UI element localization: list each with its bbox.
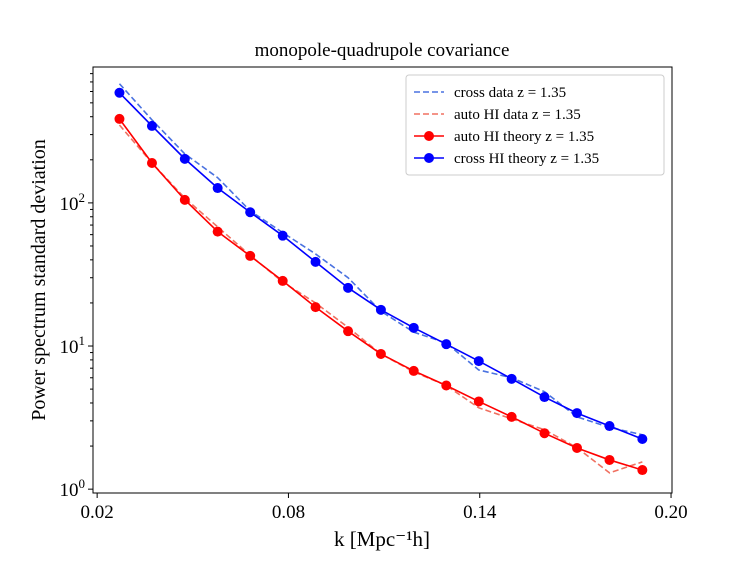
legend-box <box>405 74 665 176</box>
legend-marker <box>424 131 434 141</box>
legend-label: cross HI theory z = 1.35 <box>454 151 599 167</box>
marker <box>375 304 386 315</box>
marker <box>146 120 157 131</box>
marker <box>539 428 550 439</box>
marker <box>506 373 517 384</box>
marker <box>637 465 648 476</box>
marker <box>277 230 288 241</box>
marker <box>343 326 354 337</box>
marker <box>408 365 419 376</box>
marker <box>114 87 125 98</box>
marker <box>473 356 484 367</box>
marker <box>343 282 354 293</box>
marker <box>604 421 615 432</box>
series-line <box>118 124 643 474</box>
x-tick-label: 0.08 <box>272 502 305 523</box>
series-line <box>118 83 643 436</box>
y-tick-label: 102 <box>60 190 86 215</box>
y-axis-label: Power spectrum standard deviation <box>28 139 50 421</box>
marker <box>441 339 452 350</box>
marker <box>310 256 321 267</box>
marker <box>212 226 223 237</box>
marker <box>212 183 223 194</box>
plot-frame <box>92 66 673 494</box>
marker <box>310 302 321 313</box>
marker <box>506 411 517 422</box>
y-tick-label: 101 <box>60 333 86 358</box>
marker <box>408 322 419 333</box>
marker <box>441 380 452 391</box>
marker <box>179 153 190 164</box>
marker <box>146 157 157 168</box>
marker <box>571 442 582 453</box>
x-tick-label: 0.02 <box>81 502 114 523</box>
legend-label: cross data z = 1.35 <box>454 85 566 101</box>
marker <box>637 434 648 445</box>
marker <box>114 113 125 124</box>
x-axis-label: k [Mpc⁻¹h] <box>334 527 430 551</box>
legend-label: auto HI theory z = 1.35 <box>454 129 594 145</box>
y-tick-label: 100 <box>60 476 86 501</box>
x-tick-label: 0.14 <box>463 502 497 523</box>
marker <box>277 275 288 286</box>
marker <box>245 250 256 261</box>
marker <box>245 207 256 218</box>
marker <box>179 194 190 205</box>
legend-marker <box>424 153 434 163</box>
marker <box>571 408 582 419</box>
legend-label: auto HI data z = 1.35 <box>454 107 581 123</box>
marker <box>539 392 550 403</box>
chart-title: monopole-quadrupole covariance <box>255 40 510 61</box>
x-tick-label: 0.20 <box>654 502 687 523</box>
marker <box>375 348 386 359</box>
marker <box>604 454 615 465</box>
marker <box>473 396 484 407</box>
